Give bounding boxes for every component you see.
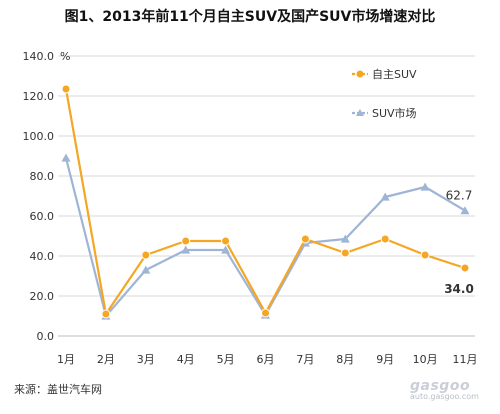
data-point [420, 250, 430, 260]
x-tick-label: 4月 [177, 353, 195, 366]
legend-label: SUV市场 [372, 106, 417, 120]
data-point [340, 248, 350, 258]
data-point [181, 236, 191, 246]
y-tick-label: 80.0 [30, 170, 55, 183]
series-line [64, 157, 466, 318]
chart-title: 图1、2013年前11个月自主SUV及国产SUV市场增速对比 [64, 9, 436, 25]
data-point [460, 206, 470, 215]
legend-label: 自主SUV [372, 68, 417, 81]
data-point [221, 236, 231, 246]
y-tick-label: 120.0 [23, 90, 55, 103]
x-tick-label: 9月 [376, 353, 394, 366]
x-tick-label: 8月 [336, 353, 354, 366]
data-point [141, 250, 151, 260]
y-tick-label: 0.0 [37, 330, 55, 343]
data-point [261, 308, 270, 318]
watermark: gasgoo auto.gasgoo.com [410, 378, 496, 408]
watermark-logo: gasgoo [410, 378, 471, 394]
data-point [380, 192, 390, 201]
y-axis-unit: % [60, 50, 70, 63]
series-line [64, 88, 466, 316]
x-tick-label: 2月 [97, 353, 115, 366]
data-point [101, 309, 111, 319]
data-label: 62.7 [446, 189, 473, 203]
source-note: 来源：盖世汽车网 [14, 383, 102, 396]
x-tick-label: 7月 [296, 353, 314, 366]
data-point [141, 265, 151, 274]
data-point [420, 182, 430, 191]
x-tick-label: 11月 [453, 353, 478, 366]
x-tick-label: 6月 [257, 353, 275, 366]
data-point [61, 84, 71, 94]
data-point [460, 263, 470, 273]
y-tick-label: 60.0 [30, 210, 55, 223]
data-point [380, 234, 390, 244]
legend-marker [356, 109, 364, 116]
data-label: 34.0 [444, 282, 474, 296]
data-point [221, 245, 231, 254]
y-tick-label: 40.0 [30, 250, 55, 263]
x-tick-label: 10月 [413, 353, 438, 366]
annotations: 62.7 34.0 [444, 189, 474, 296]
watermark-url: auto.gasgoo.com [410, 392, 479, 401]
data-point [340, 234, 350, 243]
data-point [181, 245, 191, 254]
y-tick-label: 100.0 [23, 130, 55, 143]
x-tick-label: 1月 [57, 353, 75, 366]
legend: 自主SUV SUV市场 [352, 68, 417, 120]
axes: 0.0 20.0 40.0 60.0 80.0 100.0 120.0 140.0 % 1月 2月 3… [23, 50, 478, 366]
y-tick-label: 20.0 [30, 290, 55, 303]
legend-marker [356, 70, 364, 78]
x-tick-label: 3月 [137, 353, 155, 366]
data-point [61, 153, 71, 162]
data-point [300, 234, 310, 244]
series-layer [61, 84, 470, 320]
y-tick-label: 140.0 [23, 50, 55, 63]
x-tick-label: 5月 [217, 353, 235, 366]
